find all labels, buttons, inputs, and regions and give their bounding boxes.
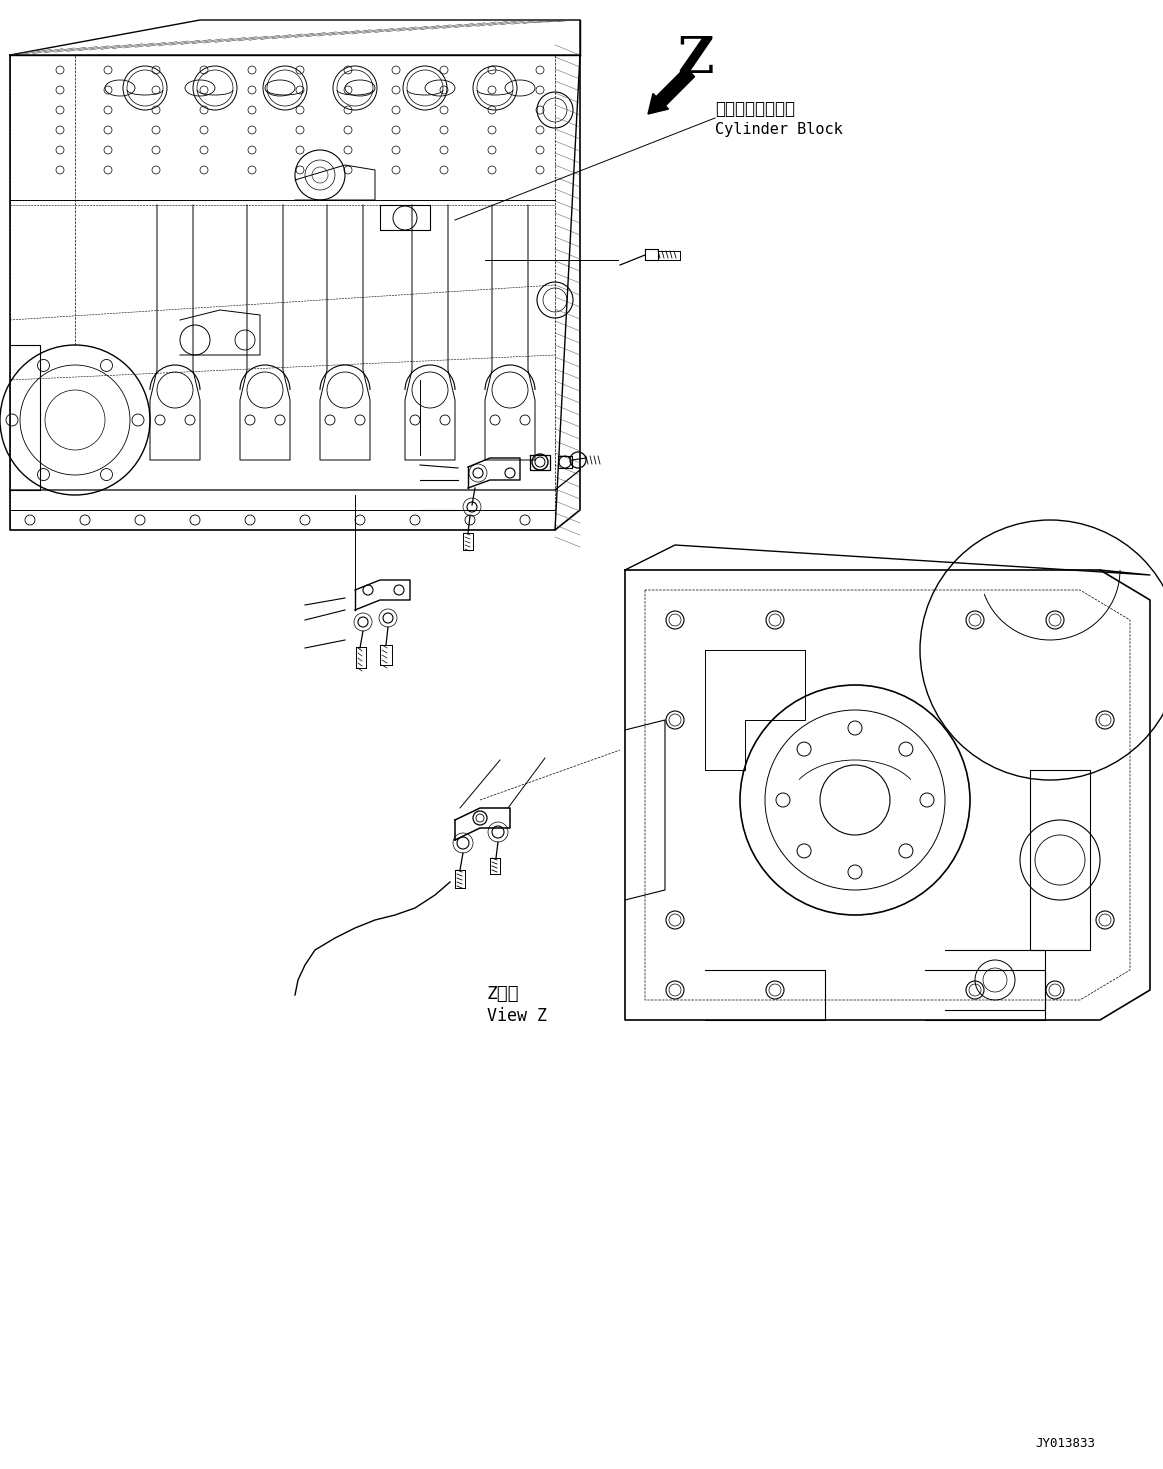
- Text: Z: Z: [677, 35, 713, 84]
- Text: View Z: View Z: [487, 1008, 547, 1025]
- Text: シリンダブロック: シリンダブロック: [715, 100, 795, 118]
- Text: Cylinder Block: Cylinder Block: [715, 122, 843, 137]
- FancyArrow shape: [648, 68, 694, 115]
- Text: JY013833: JY013833: [1035, 1437, 1096, 1450]
- Text: Z　視: Z 視: [487, 986, 520, 1003]
